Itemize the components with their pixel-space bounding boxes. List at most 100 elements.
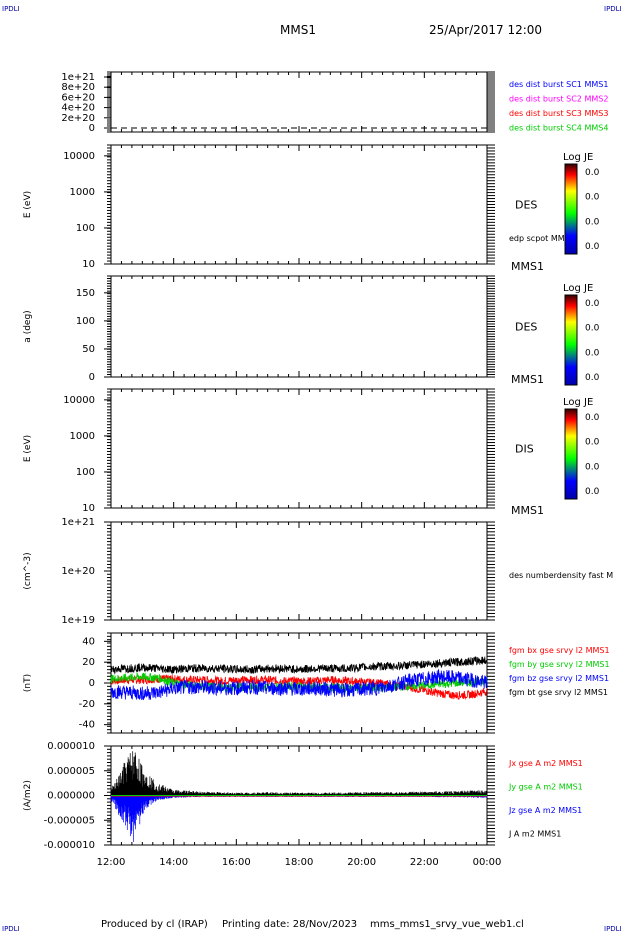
dist-burst-legend-entry: des dist burst SC4 MMS4 <box>509 124 608 133</box>
colorbar-tick-label: 0.0 <box>585 413 600 423</box>
panel-dis-energy-xticks <box>110 389 488 508</box>
colorbar-title: Log JE <box>563 152 593 163</box>
right-axis-ticks <box>107 144 495 265</box>
des-pitch-ytick-label: 100 <box>76 316 95 327</box>
des-pitch-ylabel: a (deg) <box>23 310 33 342</box>
panel-des-pitch-xticks <box>110 276 488 377</box>
colorbar-tick-label: 0.0 <box>585 373 600 383</box>
current-density-ylabel: (A/m2) <box>23 780 33 811</box>
des-energy-ytick-label: 1000 <box>70 187 95 198</box>
density-ylabel: (cm^-3) <box>23 552 33 589</box>
footer-file-name: mms_mms1_srvy_vue_web1.cl <box>370 919 524 930</box>
panel-density-frame <box>110 521 488 621</box>
colorbar-tick-label: 0.0 <box>585 438 600 448</box>
x-tick-label: 16:00 <box>222 857 251 868</box>
dist-burst-ytick-label: 4e+20 <box>61 103 95 114</box>
footer-printing-date: Printing date: 28/Nov/2023 <box>222 919 358 930</box>
corner-mark-bottom-right: IPDLI <box>604 925 622 933</box>
colorbar-title: Log JE <box>563 283 593 294</box>
current-density-legend-entry: Jz gse A m2 MMS1 <box>508 806 582 815</box>
dist-burst-ytick-label: 8e+20 <box>61 82 95 93</box>
colorbar <box>564 408 578 500</box>
colorbar-tick-label: 0.0 <box>585 462 600 472</box>
x-tick-label: 22:00 <box>410 857 439 868</box>
magnetic-field-legend-entry: fgm bz gse srvy l2 MMS1 <box>509 674 609 683</box>
magnetic-field-ylabel: (nT) <box>23 674 33 692</box>
panel-dis-energy-frame <box>110 388 488 509</box>
magnetic-field-legend-entry: fgm bx gse srvy l2 MMS1 <box>509 646 610 655</box>
dist-burst-ytick-label: 6e+20 <box>61 92 95 103</box>
corner-mark-top-left: IPDLI <box>2 5 20 13</box>
panel-des-energy-xticks <box>110 145 488 264</box>
colorbar-tick-label: 0.0 <box>585 168 600 178</box>
colorbar-tick-label: 0.0 <box>585 324 600 334</box>
colorbar-tick-label: 0.0 <box>585 487 600 497</box>
current-density-legend-entry: Jx gse A m2 MMS1 <box>508 759 583 768</box>
des-energy-bottom-label: MMS1 <box>511 260 544 273</box>
density-ytick-label: 1e+19 <box>61 615 95 626</box>
corner-mark-top-right: IPDLI <box>604 5 622 13</box>
colorbar <box>564 294 578 386</box>
dist-burst-ytick-label: 1e+21 <box>61 72 95 83</box>
right-axis-ticks <box>107 388 495 509</box>
magnetic-field-legend-entry: fgm bt gse srvy l2 MMS1 <box>509 688 608 697</box>
dis-energy-side-label: DIS <box>515 443 534 456</box>
colorbar-tick-label: 0.0 <box>585 348 600 358</box>
density-legend-entry: des numberdensity fast M <box>509 571 613 580</box>
x-tick-label: 20:00 <box>347 857 376 868</box>
mission-title: MMS1 <box>280 23 316 37</box>
panel-current-density-xticks <box>110 746 488 845</box>
dist-burst-legend-entry: des dist burst SC1 MMS1 <box>509 80 608 89</box>
right-axis-ticks <box>107 71 495 133</box>
current-density-legend-entry: J A m2 MMS1 <box>508 830 561 839</box>
dis-energy-ytick-label: 10 <box>82 503 95 514</box>
colorbar-tick-label: 0.0 <box>585 193 600 203</box>
panel-dist-burst-frame <box>110 71 488 133</box>
current-density-legend-entry: Jy gse A m2 MMS1 <box>508 783 583 792</box>
dist-burst-ytick-label: 2e+20 <box>61 113 95 124</box>
current-density-ytick-label: -0.000005 <box>44 815 95 826</box>
current-density-ytick-label: 0.000000 <box>47 791 95 802</box>
x-tick-label: 18:00 <box>285 857 314 868</box>
colorbar <box>564 163 578 255</box>
right-axis-ticks <box>107 521 495 621</box>
current-density-ytick-label: 0.000010 <box>47 741 95 752</box>
dist-burst-legend-entry: des dist burst SC3 MMS3 <box>509 109 608 118</box>
des-energy-ylabel: E (eV) <box>23 191 33 218</box>
des-pitch-ytick-label: 150 <box>76 288 95 299</box>
dis-energy-bottom-label: MMS1 <box>511 504 544 517</box>
panel-dist-burst-xticks <box>110 72 488 132</box>
dist-burst-legend-entry: des dist burst SC2 MMS2 <box>509 95 608 104</box>
panel-des-energy-frame <box>110 144 488 265</box>
current-density-ytick-label: 0.000005 <box>47 766 95 777</box>
density-ytick-label: 1e+20 <box>61 566 95 577</box>
series-line-bz <box>110 668 488 701</box>
series-line-bt <box>110 655 488 676</box>
des-energy-ytick-label: 100 <box>76 223 95 234</box>
panel-density-xticks <box>110 522 488 620</box>
x-tick-label: 12:00 <box>97 857 126 868</box>
density-ytick-label: 1e+21 <box>61 517 95 528</box>
colorbar-tick-label: 0.0 <box>585 242 600 252</box>
colorbar-tick-label: 0.0 <box>585 217 600 227</box>
des-pitch-side-label: DES <box>515 321 537 334</box>
des-energy-side-label: DES <box>515 199 537 212</box>
dis-energy-ytick-label: 1000 <box>70 431 95 442</box>
magnetic-field-ytick-label: -40 <box>79 720 95 731</box>
x-tick-label: 14:00 <box>159 857 188 868</box>
series-line-Jz <box>110 795 488 842</box>
right-axis-ticks <box>107 745 495 846</box>
des-energy-ytick-label: 10000 <box>63 151 95 162</box>
footer-produced-by: Produced by cl (IRAP) <box>101 919 208 930</box>
dist-burst-ytick-label: 0 <box>89 123 95 134</box>
series-line-J <box>110 751 488 796</box>
right-axis-ticks <box>107 275 495 378</box>
des-energy-ytick-label: 10 <box>82 259 95 270</box>
des-pitch-ytick-label: 0 <box>89 372 95 383</box>
des-energy-overlay-label: edp scpot MMS1 <box>509 234 575 243</box>
magnetic-field-ytick-label: 20 <box>82 657 95 668</box>
dis-energy-ytick-label: 10000 <box>63 395 95 406</box>
magnetic-field-legend-entry: fgm by gse srvy l2 MMS1 <box>509 660 610 669</box>
